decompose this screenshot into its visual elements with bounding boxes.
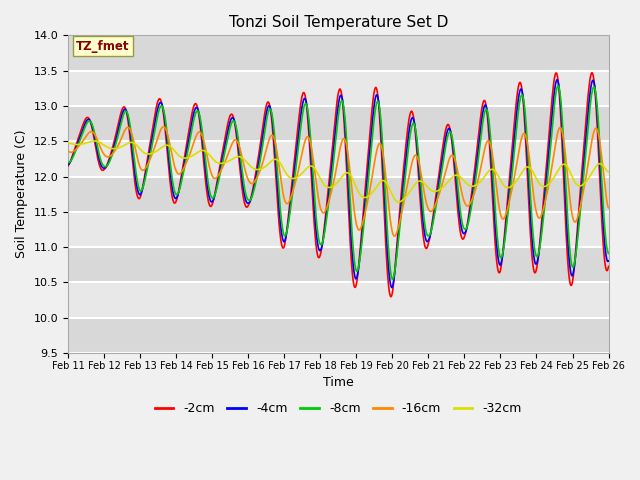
-32cm	[605, 169, 612, 175]
-32cm	[475, 180, 483, 186]
-2cm	[475, 133, 483, 139]
-16cm	[605, 205, 612, 211]
Line: -8cm: -8cm	[68, 86, 609, 279]
X-axis label: Time: Time	[323, 376, 354, 389]
-8cm	[475, 155, 483, 161]
Line: -4cm: -4cm	[68, 80, 609, 288]
Bar	[68, 177, 609, 212]
Bar	[68, 318, 609, 353]
-4cm	[460, 230, 467, 236]
-16cm	[160, 124, 168, 130]
Bar	[68, 106, 609, 141]
-32cm	[248, 165, 255, 170]
Line: -2cm: -2cm	[68, 73, 609, 297]
-32cm	[90, 138, 98, 144]
-2cm	[387, 294, 395, 300]
Bar	[68, 36, 609, 71]
-32cm	[320, 181, 328, 187]
Title: Tonzi Soil Temperature Set D: Tonzi Soil Temperature Set D	[228, 15, 448, 30]
-4cm	[605, 258, 612, 264]
-4cm	[248, 194, 255, 200]
-32cm	[582, 179, 590, 185]
-32cm	[460, 177, 467, 183]
-16cm	[248, 181, 255, 187]
-16cm	[64, 148, 72, 154]
-32cm	[395, 199, 403, 205]
-2cm	[460, 236, 467, 242]
-8cm	[320, 234, 328, 240]
-8cm	[575, 219, 583, 225]
-2cm	[248, 192, 255, 198]
-8cm	[460, 224, 467, 229]
Legend: -2cm, -4cm, -8cm, -16cm, -32cm: -2cm, -4cm, -8cm, -16cm, -32cm	[150, 397, 527, 420]
Bar	[68, 141, 609, 177]
-8cm	[388, 276, 396, 282]
-2cm	[575, 202, 583, 208]
-16cm	[575, 208, 583, 214]
Text: TZ_fmet: TZ_fmet	[76, 40, 130, 53]
-8cm	[582, 148, 590, 154]
Bar	[68, 212, 609, 247]
-32cm	[64, 140, 72, 146]
-16cm	[582, 174, 590, 180]
-8cm	[554, 83, 562, 89]
Line: -32cm: -32cm	[68, 141, 609, 202]
-4cm	[475, 145, 483, 151]
-2cm	[320, 228, 328, 234]
-4cm	[64, 162, 72, 168]
Bar	[68, 71, 609, 106]
Bar	[68, 282, 609, 318]
-4cm	[575, 212, 583, 217]
Y-axis label: Soil Temperature (C): Soil Temperature (C)	[15, 130, 28, 258]
-16cm	[390, 233, 398, 239]
-2cm	[64, 163, 72, 169]
-2cm	[582, 118, 589, 124]
-2cm	[588, 70, 596, 76]
-16cm	[320, 210, 328, 216]
-4cm	[582, 134, 590, 140]
-8cm	[605, 251, 612, 256]
-2cm	[605, 264, 612, 269]
-4cm	[388, 285, 396, 290]
-4cm	[554, 77, 561, 83]
-4cm	[320, 232, 328, 238]
Line: -16cm: -16cm	[68, 127, 609, 236]
-8cm	[248, 195, 255, 201]
Bar	[68, 247, 609, 282]
-16cm	[475, 175, 483, 181]
-8cm	[64, 160, 72, 166]
-32cm	[575, 183, 583, 189]
-16cm	[460, 196, 467, 202]
